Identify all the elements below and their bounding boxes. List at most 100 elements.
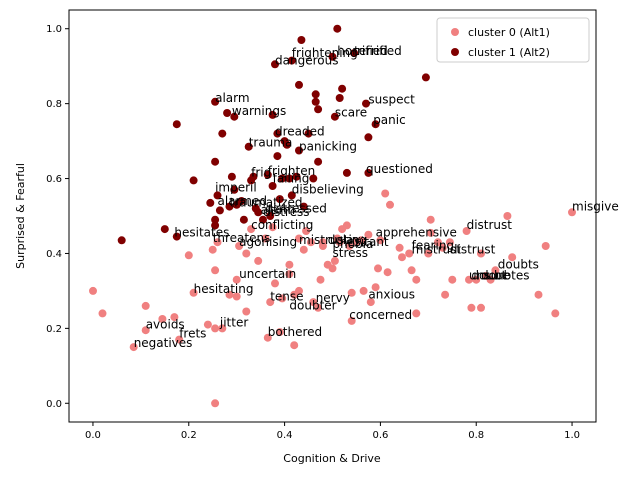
point-cluster-0-18 — [232, 292, 241, 301]
point-cluster-1-2 — [172, 232, 181, 241]
point-cluster-0-76 — [433, 238, 442, 247]
point-cluster-1-29 — [268, 182, 277, 190]
y-tick-label: 0.4 — [46, 249, 62, 260]
point-cluster-0-35 — [290, 341, 299, 350]
point-cluster-0-93 — [541, 242, 550, 250]
point-cluster-0-89 — [491, 266, 500, 275]
point-cluster-0-47 — [328, 264, 337, 273]
word-label: panicking — [299, 140, 357, 154]
point-cluster-0-41 — [309, 298, 318, 307]
word-label: suspect — [368, 93, 415, 107]
point-cluster-0-25 — [261, 234, 270, 243]
point-cluster-1-0 — [117, 236, 126, 245]
point-cluster-1-33 — [273, 129, 282, 138]
point-cluster-0-24 — [254, 256, 263, 265]
point-cluster-0-42 — [314, 303, 323, 312]
point-cluster-0-60 — [366, 298, 375, 307]
y-tick-label: 1.0 — [46, 24, 62, 35]
point-cluster-0-16 — [218, 324, 227, 333]
point-cluster-1-44 — [297, 36, 306, 44]
word-label: scare — [335, 106, 367, 120]
word-label: doubts — [498, 257, 539, 271]
point-cluster-0-84 — [472, 275, 481, 284]
y-axis-label: Surprised & Fearful — [14, 163, 27, 269]
word-label: questioned — [366, 162, 433, 176]
word-label: agonising — [239, 235, 297, 249]
word-label: terrified — [354, 44, 402, 58]
word-label: alarmed — [218, 194, 267, 208]
point-cluster-1-21 — [244, 142, 253, 151]
point-cluster-0-4 — [141, 326, 150, 335]
point-cluster-0-40 — [306, 238, 315, 247]
point-cluster-1-52 — [328, 52, 337, 61]
point-cluster-0-92 — [534, 290, 543, 299]
point-cluster-1-3 — [172, 120, 181, 129]
point-cluster-1-9 — [211, 221, 220, 230]
word-label: frets — [179, 327, 206, 341]
word-label: apprehensive — [376, 226, 457, 240]
point-cluster-0-79 — [445, 238, 454, 247]
point-cluster-0-69 — [405, 249, 414, 258]
point-cluster-0-72 — [412, 309, 421, 318]
word-label: distress — [263, 205, 309, 219]
point-cluster-1-17 — [230, 112, 239, 121]
point-cluster-0-17 — [225, 290, 234, 299]
point-cluster-0-95 — [568, 208, 576, 217]
point-cluster-0-21 — [242, 249, 251, 258]
point-cluster-0-36 — [295, 234, 303, 243]
point-cluster-0-80 — [448, 275, 457, 284]
point-cluster-1-56 — [338, 84, 347, 93]
word-label: failing — [273, 171, 310, 185]
y-tick-label: 0.8 — [46, 99, 62, 110]
point-cluster-1-45 — [299, 202, 308, 211]
point-cluster-1-7 — [211, 157, 220, 166]
point-cluster-0-33 — [285, 270, 294, 279]
word-label: warnings — [232, 104, 286, 118]
word-label: trauma — [249, 136, 293, 150]
word-label: frightening — [292, 46, 358, 60]
x-tick-label: 0.8 — [468, 430, 484, 441]
point-cluster-1-38 — [285, 174, 294, 183]
word-label: stress — [333, 246, 369, 260]
word-label: unsure — [469, 269, 510, 283]
x-tick-label: 0.6 — [372, 430, 388, 441]
point-cluster-1-32 — [273, 152, 282, 161]
word-label: anxious — [368, 287, 415, 301]
point-cluster-0-19 — [232, 275, 241, 284]
point-cluster-0-54 — [347, 288, 356, 297]
word-label: alarm — [215, 91, 249, 105]
point-cluster-1-25 — [254, 208, 263, 217]
legend-marker-cluster-0 — [451, 28, 459, 36]
x-tick-label: 1.0 — [564, 430, 580, 441]
word-label: nervy — [316, 291, 350, 305]
point-cluster-0-86 — [477, 303, 485, 312]
point-cluster-1-39 — [287, 56, 296, 65]
point-cluster-1-53 — [330, 112, 339, 121]
point-cluster-0-37 — [295, 286, 303, 295]
point-cluster-0-8 — [184, 251, 193, 260]
point-cluster-1-8 — [211, 215, 220, 224]
point-cluster-0-63 — [376, 236, 385, 245]
point-cluster-0-73 — [424, 249, 433, 258]
word-label: frig — [251, 166, 271, 180]
word-label: tense — [270, 289, 303, 303]
point-cluster-0-75 — [426, 228, 435, 237]
point-cluster-0-28 — [268, 223, 277, 232]
point-cluster-0-15 — [213, 238, 222, 247]
point-cluster-0-58 — [359, 286, 368, 295]
point-cluster-0-48 — [330, 256, 339, 265]
point-cluster-1-50 — [314, 105, 323, 114]
point-cluster-0-7 — [175, 335, 184, 344]
word-label: distrust — [467, 218, 513, 232]
point-cluster-0-13 — [211, 266, 220, 275]
x-axis-label: Cognition & Drive — [283, 452, 381, 465]
word-label: hesitates — [174, 226, 229, 240]
word-label: distressed — [265, 201, 326, 215]
point-cluster-0-85 — [477, 249, 485, 258]
point-cluster-1-41 — [292, 172, 301, 181]
point-cluster-0-78 — [441, 290, 450, 299]
y-tick-label: 0.0 — [46, 399, 62, 410]
point-cluster-1-62 — [371, 120, 380, 129]
